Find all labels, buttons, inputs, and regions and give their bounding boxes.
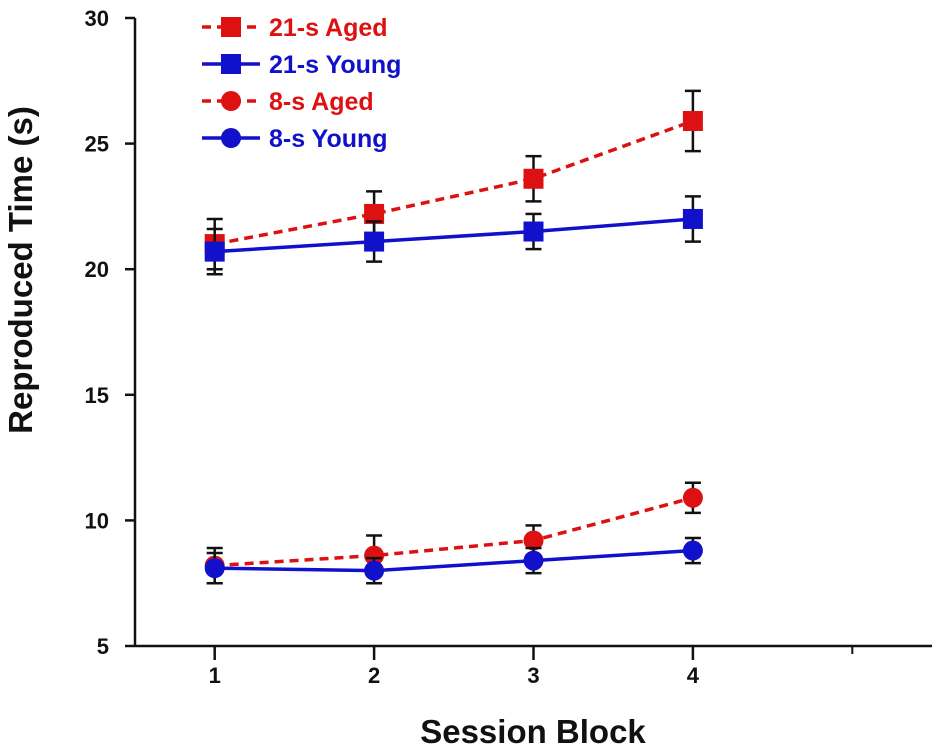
data-point <box>523 530 544 551</box>
series-line <box>214 217 694 254</box>
data-point <box>523 168 544 189</box>
y-axis-title: Reproduced Time (s) <box>2 106 39 434</box>
axes: 5 10 15 20 25 30 1 2 3 4 <box>85 6 932 688</box>
data-point <box>682 487 703 508</box>
y-tick-label: 20 <box>85 257 109 282</box>
legend-marker <box>221 54 241 74</box>
legend-entry-2: 8-s Aged <box>202 88 374 116</box>
data-point <box>682 110 703 131</box>
legend-label: 21-s Aged <box>269 14 388 42</box>
legend-label: 8-s Young <box>269 125 388 153</box>
data-point <box>523 221 544 242</box>
data-point <box>364 560 385 581</box>
series-line <box>214 548 694 573</box>
series-line <box>214 496 694 568</box>
legend-label: 21-s Young <box>269 51 401 79</box>
legend-label: 8-s Aged <box>269 88 374 116</box>
y-tick-label: 15 <box>85 383 109 408</box>
data-point <box>682 208 703 229</box>
series-0 <box>204 89 703 271</box>
series-line <box>214 119 694 246</box>
legend-entry-1: 21-s Young <box>202 51 401 79</box>
legend-marker <box>221 91 241 111</box>
y-tick-label: 10 <box>85 508 109 533</box>
x-tick-label: 1 <box>209 663 221 688</box>
series-1 <box>204 195 703 276</box>
y-tick-label: 5 <box>97 634 109 659</box>
x-tick-label: 3 <box>527 663 539 688</box>
y-tick-label: 25 <box>85 132 109 157</box>
data-point <box>204 241 225 262</box>
x-tick-label: 2 <box>368 663 380 688</box>
series-3 <box>204 536 703 585</box>
data-point <box>364 203 385 224</box>
legend-entry-3: 8-s Young <box>202 125 388 153</box>
data-point <box>204 558 225 579</box>
y-tick-label: 30 <box>85 6 109 31</box>
x-axis-title: Session Block <box>420 713 646 750</box>
legend-marker <box>221 128 241 148</box>
data-point <box>523 550 544 571</box>
legend: 21-s Aged 21-s Young 8-s Aged 8-s Young <box>202 14 401 153</box>
series-layer <box>204 89 703 585</box>
data-point <box>364 545 385 566</box>
legend-entry-0: 21-s Aged <box>202 14 388 42</box>
data-point <box>364 231 385 252</box>
data-point <box>682 540 703 561</box>
legend-marker <box>221 17 241 37</box>
x-tick-label: 4 <box>687 663 700 688</box>
